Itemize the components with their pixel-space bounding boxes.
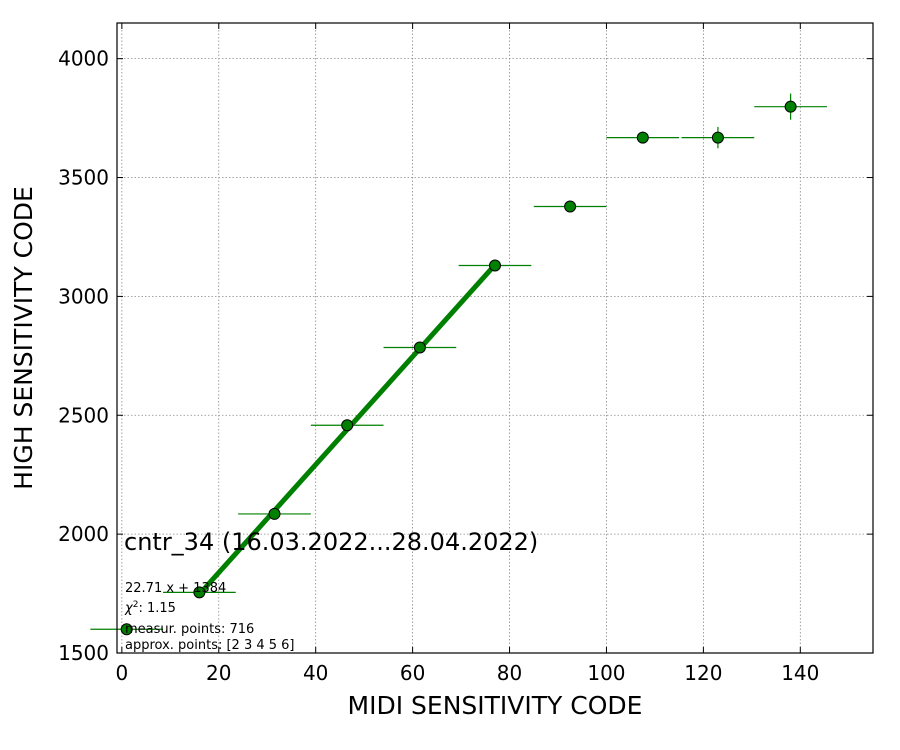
- data-point: [383, 341, 457, 354]
- chart-annotation-title: cntr_34 (16.03.2022...28.04.2022): [124, 528, 538, 556]
- point-marker: [120, 623, 133, 636]
- chi-symbol: χ: [124, 601, 134, 616]
- x-tick-label: 0: [115, 661, 128, 685]
- point-marker: [413, 341, 426, 354]
- point-marker: [341, 419, 354, 432]
- measured-points-label: measur. points: 716: [125, 622, 254, 637]
- chi-value: : 1.15: [138, 601, 175, 616]
- chi-exponent: 2: [133, 600, 139, 610]
- y-tick-label: 3500: [58, 166, 109, 190]
- data-point: [754, 93, 827, 120]
- data-point: [310, 419, 384, 432]
- approx-points-label: approx. points: [2 3 4 5 6]: [125, 638, 295, 653]
- x-tick-label: 140: [781, 661, 819, 685]
- data-point: [238, 507, 311, 520]
- point-marker: [268, 507, 281, 520]
- x-tick-label: 100: [587, 661, 625, 685]
- x-tick-label: 20: [206, 661, 231, 685]
- point-marker: [711, 131, 724, 144]
- y-axis-label: HIGH SENSITIVITY CODE: [9, 186, 38, 490]
- x-axis-label: MIDI SENSITIVITY CODE: [348, 691, 643, 720]
- grid: [117, 23, 873, 654]
- y-tick-label: 3000: [58, 284, 109, 308]
- x-tick-label: 40: [303, 661, 328, 685]
- axis-ticks: 0 20 40 60 80 100 120 140 1500 2000 2500 3000 3500 40…: [58, 23, 873, 685]
- point-marker: [564, 200, 577, 213]
- data-point: [90, 623, 164, 636]
- point-marker: [636, 131, 649, 144]
- point-marker: [784, 100, 797, 113]
- y-tick-label: 4000: [58, 47, 109, 71]
- x-tick-label: 80: [497, 661, 522, 685]
- data-point: [606, 131, 680, 144]
- point-marker: [489, 259, 501, 272]
- data-point: [458, 259, 532, 272]
- x-tick-label: 120: [684, 661, 722, 685]
- x-tick-label: 60: [400, 661, 425, 685]
- chi-square-label: χ2: 1.15: [124, 600, 176, 616]
- fit-equation-label: 22.71 x + 1384: [125, 581, 226, 596]
- y-tick-label: 1500: [58, 641, 109, 665]
- point-marker: [193, 586, 206, 599]
- data-point: [533, 200, 607, 213]
- y-tick-label: 2000: [58, 522, 109, 546]
- data-point: [163, 586, 236, 599]
- y-tick-label: 2500: [58, 403, 109, 427]
- data-points: [90, 93, 827, 636]
- plot-frame: [116, 22, 874, 654]
- data-point: [681, 126, 755, 149]
